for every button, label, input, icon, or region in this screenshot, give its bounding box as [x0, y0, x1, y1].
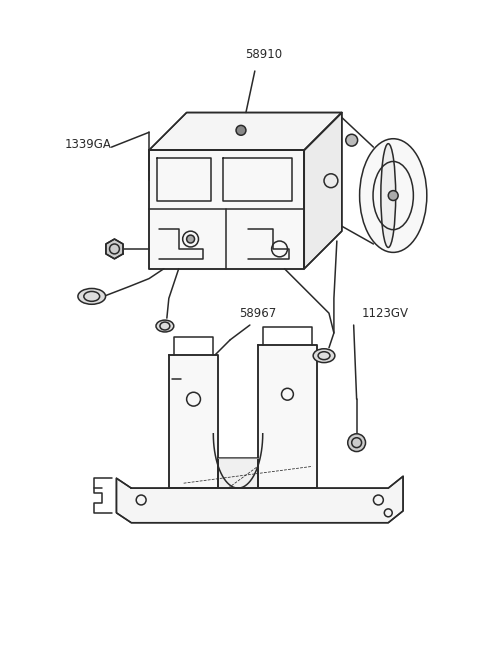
Ellipse shape — [78, 288, 106, 304]
Polygon shape — [304, 112, 342, 269]
Ellipse shape — [156, 320, 174, 332]
Text: 1339GA: 1339GA — [64, 138, 111, 150]
Circle shape — [236, 125, 246, 135]
Polygon shape — [258, 345, 317, 488]
Circle shape — [388, 191, 398, 200]
Ellipse shape — [381, 144, 396, 248]
Text: 1123GV: 1123GV — [361, 307, 408, 320]
Polygon shape — [149, 150, 304, 269]
Circle shape — [348, 434, 366, 451]
Polygon shape — [117, 476, 403, 523]
Polygon shape — [149, 112, 342, 150]
Circle shape — [187, 235, 194, 243]
Polygon shape — [106, 239, 123, 259]
Text: 58967: 58967 — [239, 307, 276, 320]
Text: 58910: 58910 — [245, 48, 282, 61]
Polygon shape — [218, 459, 258, 488]
Ellipse shape — [360, 139, 427, 252]
Ellipse shape — [313, 349, 335, 363]
Polygon shape — [169, 355, 218, 488]
Circle shape — [346, 134, 358, 146]
